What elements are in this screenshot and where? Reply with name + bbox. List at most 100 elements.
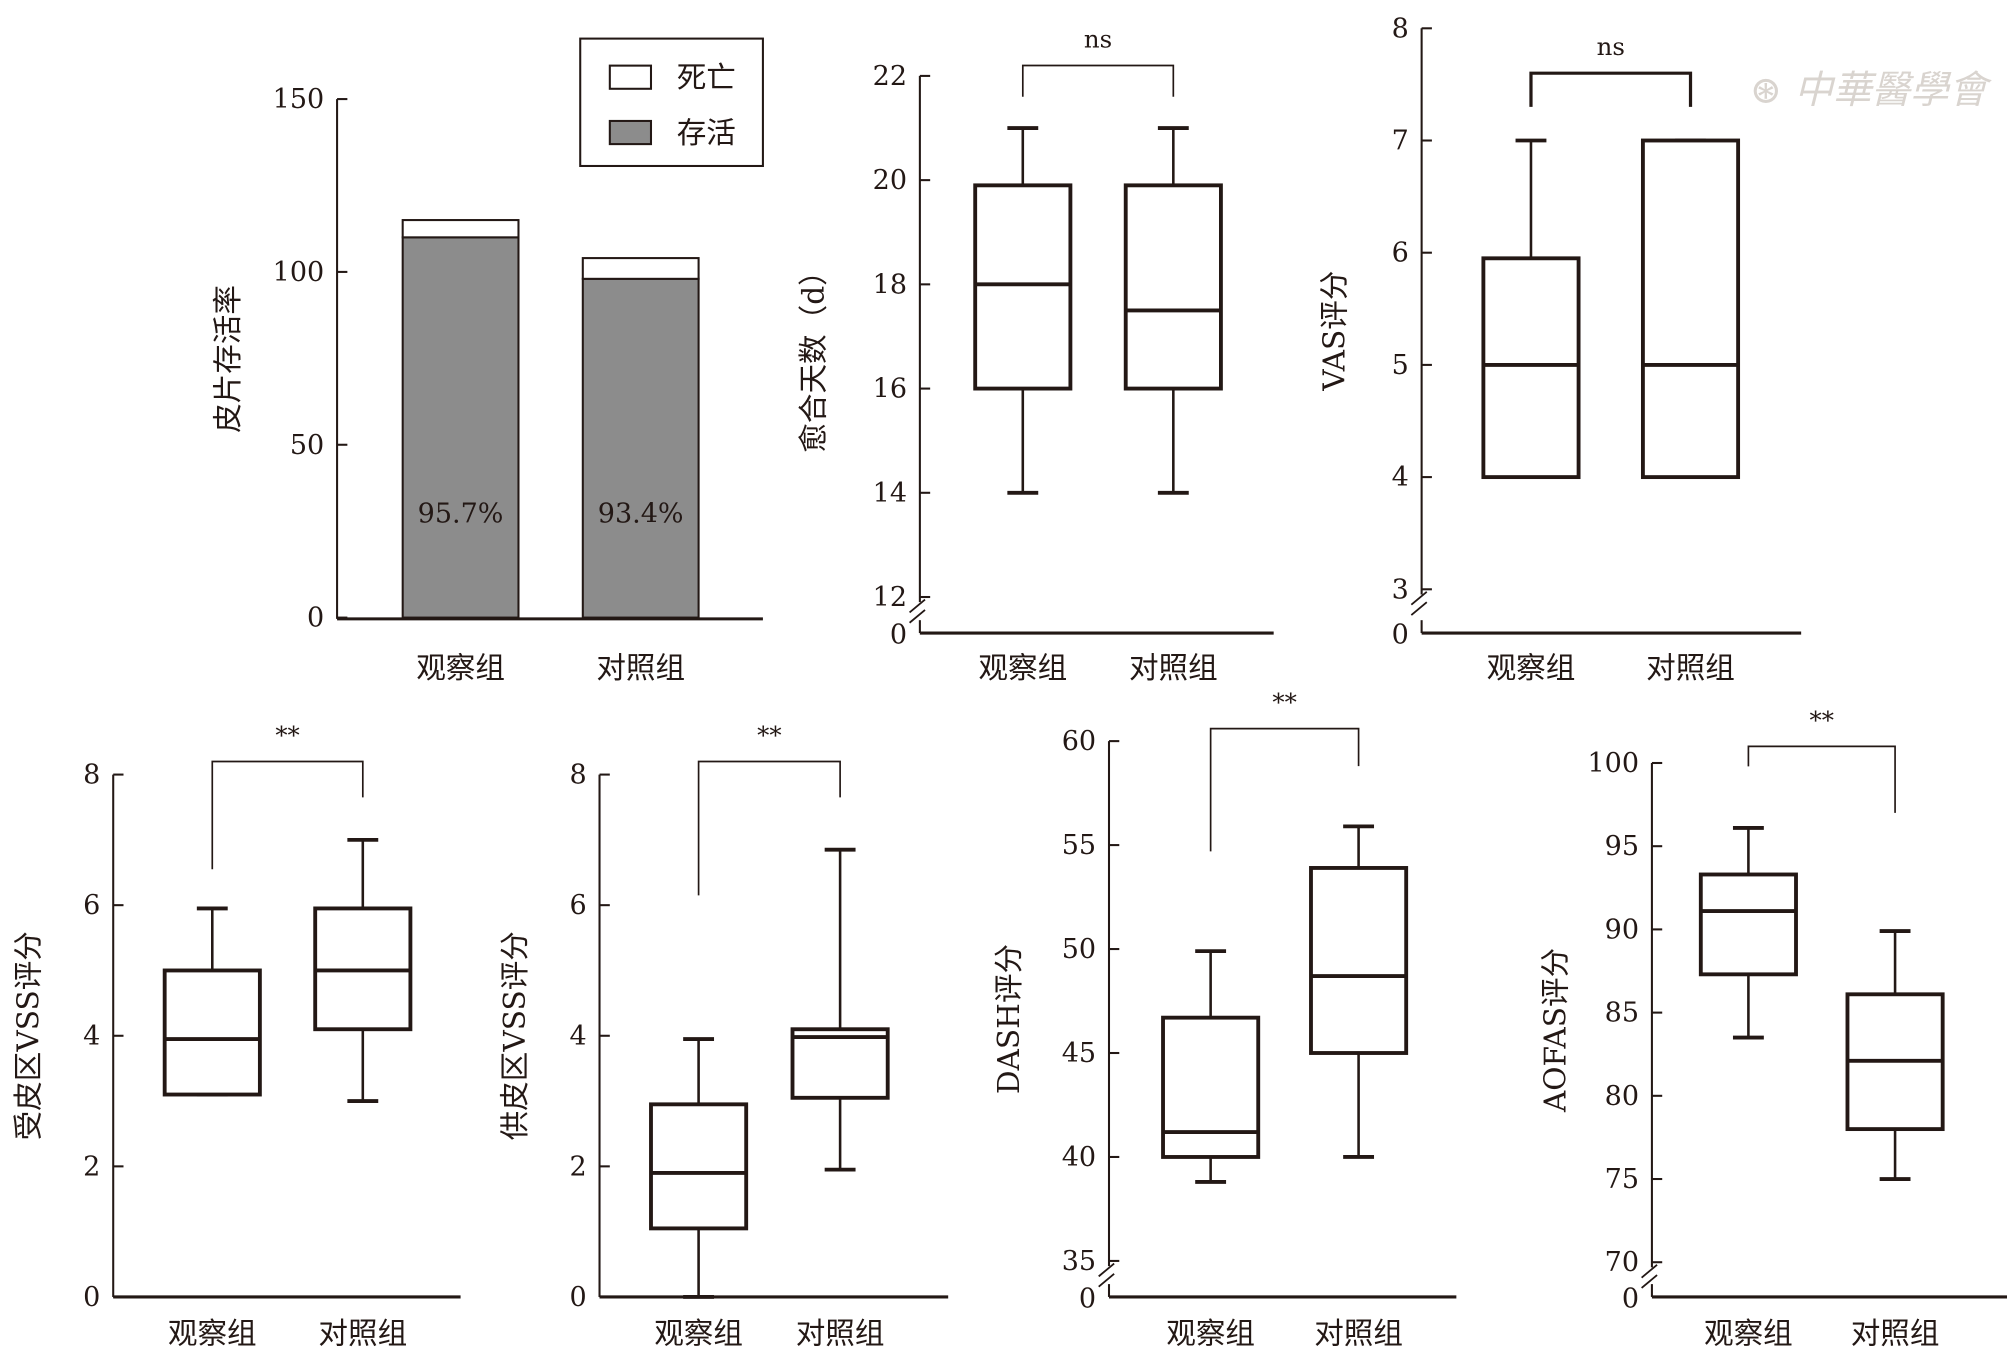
y-tick-label: 60: [1062, 726, 1096, 757]
significance-label: **: [1810, 705, 1834, 734]
y-tick-label: 2: [83, 1151, 100, 1182]
y-tick-label: 90: [1605, 914, 1639, 945]
y-tick-label: 6: [83, 890, 100, 921]
x-tick-label: 对照组: [1129, 651, 1218, 685]
y-axis-label: AOFAS评分: [1539, 948, 1573, 1113]
box-1: [1640, 138, 1741, 480]
y-axis-label: 皮片存活率: [211, 285, 245, 433]
iqr-box: [1481, 256, 1581, 480]
y-tick-label: 100: [273, 257, 325, 288]
box-0: [162, 906, 262, 1097]
x-tick-label: 对照组: [318, 1316, 407, 1350]
y-tick-label: 95: [1605, 831, 1639, 862]
x-tick-label: 对照组: [596, 651, 685, 685]
y-tick-label: 2: [569, 1151, 586, 1182]
y-tick-label: 8: [569, 760, 586, 791]
x-tick-label: 对照组: [1314, 1316, 1403, 1350]
significance-bracket: [1747, 745, 1896, 813]
axis-break-mark: [909, 598, 926, 624]
iqr-box: [1161, 1015, 1261, 1159]
y-tick-label: 0: [83, 1282, 100, 1313]
legend-label: 死亡: [677, 60, 736, 94]
box-1: [1845, 929, 1945, 1181]
x-tick-label: 对照组: [1646, 651, 1735, 685]
bar-survived: [401, 236, 520, 619]
y-tick-label: 50: [290, 430, 324, 461]
x-tick-label: 观察组: [654, 1316, 743, 1350]
break-tick-label: 0: [1079, 1283, 1096, 1314]
significance-label: ns: [1084, 24, 1112, 53]
box-1: [790, 847, 890, 1172]
x-tick-label: 观察组: [1166, 1316, 1255, 1350]
iqr-box: [1309, 866, 1409, 1055]
x-tick-label: 对照组: [1851, 1316, 1940, 1350]
y-tick-label: 8: [1392, 13, 1409, 44]
bar-dead: [401, 219, 520, 239]
y-tick-label: 40: [1062, 1142, 1096, 1173]
legend-swatch: [608, 64, 653, 90]
y-tick-label: 4: [83, 1021, 100, 1052]
bar-survived: [581, 277, 700, 619]
y-tick-label: 14: [873, 478, 907, 509]
box-0: [1698, 825, 1798, 1040]
y-tick-label: 100: [1588, 748, 1640, 779]
significance-bracket: [1529, 71, 1693, 107]
legend-label: 存活: [677, 116, 736, 150]
y-tick-label: 85: [1605, 998, 1639, 1029]
iqr-box: [973, 183, 1073, 391]
y-tick-label: 20: [873, 165, 907, 196]
x-tick-label: 观察组: [168, 1316, 257, 1350]
legend-swatch: [608, 119, 653, 146]
y-tick-label: 12: [873, 582, 907, 613]
box-0: [973, 126, 1073, 495]
y-tick-label: 6: [1392, 238, 1409, 269]
box-1: [1309, 824, 1409, 1159]
box-0: [1481, 138, 1581, 480]
chart-1: 0 12 14 16 18 20 22 愈合天数（d） 观察组 对照组 ns: [796, 24, 1274, 685]
box-1: [1123, 126, 1223, 495]
bar-dead: [581, 257, 700, 280]
y-axis-label: 供皮区VSS评分: [498, 931, 532, 1140]
y-tick-label: 6: [569, 890, 586, 921]
y-tick-label: 3: [1392, 574, 1409, 605]
y-tick-label: 50: [1062, 934, 1096, 965]
axis-break-mark: [1410, 591, 1428, 616]
y-tick-label: 5: [1392, 350, 1409, 381]
y-tick-label: 4: [569, 1021, 586, 1052]
y-tick-label: 80: [1605, 1081, 1639, 1112]
x-tick-label: 观察组: [1487, 651, 1576, 685]
iqr-box: [162, 968, 262, 1097]
iqr-box: [1640, 138, 1741, 480]
y-tick-label: 0: [569, 1282, 586, 1313]
significance-bracket: [1209, 727, 1360, 852]
y-tick-label: 55: [1062, 830, 1096, 861]
y-tick-label: 22: [873, 61, 907, 92]
x-tick-label: 观察组: [1704, 1316, 1793, 1350]
y-axis-label: 受皮区VSS评分: [12, 931, 46, 1140]
y-tick-label: 75: [1605, 1164, 1639, 1195]
significance-bracket: [697, 760, 841, 896]
significance-label: **: [1272, 688, 1296, 717]
break-tick-label: 0: [1622, 1283, 1639, 1314]
iqr-box: [1698, 872, 1798, 977]
significance-bracket: [211, 760, 364, 870]
y-tick-label: 8: [83, 760, 100, 791]
x-tick-label: 观察组: [978, 651, 1067, 685]
box-0: [1161, 949, 1261, 1184]
y-tick-label: 16: [873, 374, 907, 405]
iqr-box: [1123, 183, 1223, 391]
y-tick-label: 7: [1392, 126, 1409, 157]
x-tick-label: 观察组: [416, 651, 505, 685]
y-tick-label: 70: [1605, 1247, 1639, 1278]
y-axis-label: 愈合天数（d）: [796, 256, 830, 452]
axis-break-mark: [1641, 1264, 1658, 1289]
x-tick-label: 对照组: [796, 1316, 885, 1350]
box-1: [313, 837, 413, 1103]
break-tick-label: 0: [890, 619, 907, 650]
iqr-box: [649, 1102, 749, 1231]
